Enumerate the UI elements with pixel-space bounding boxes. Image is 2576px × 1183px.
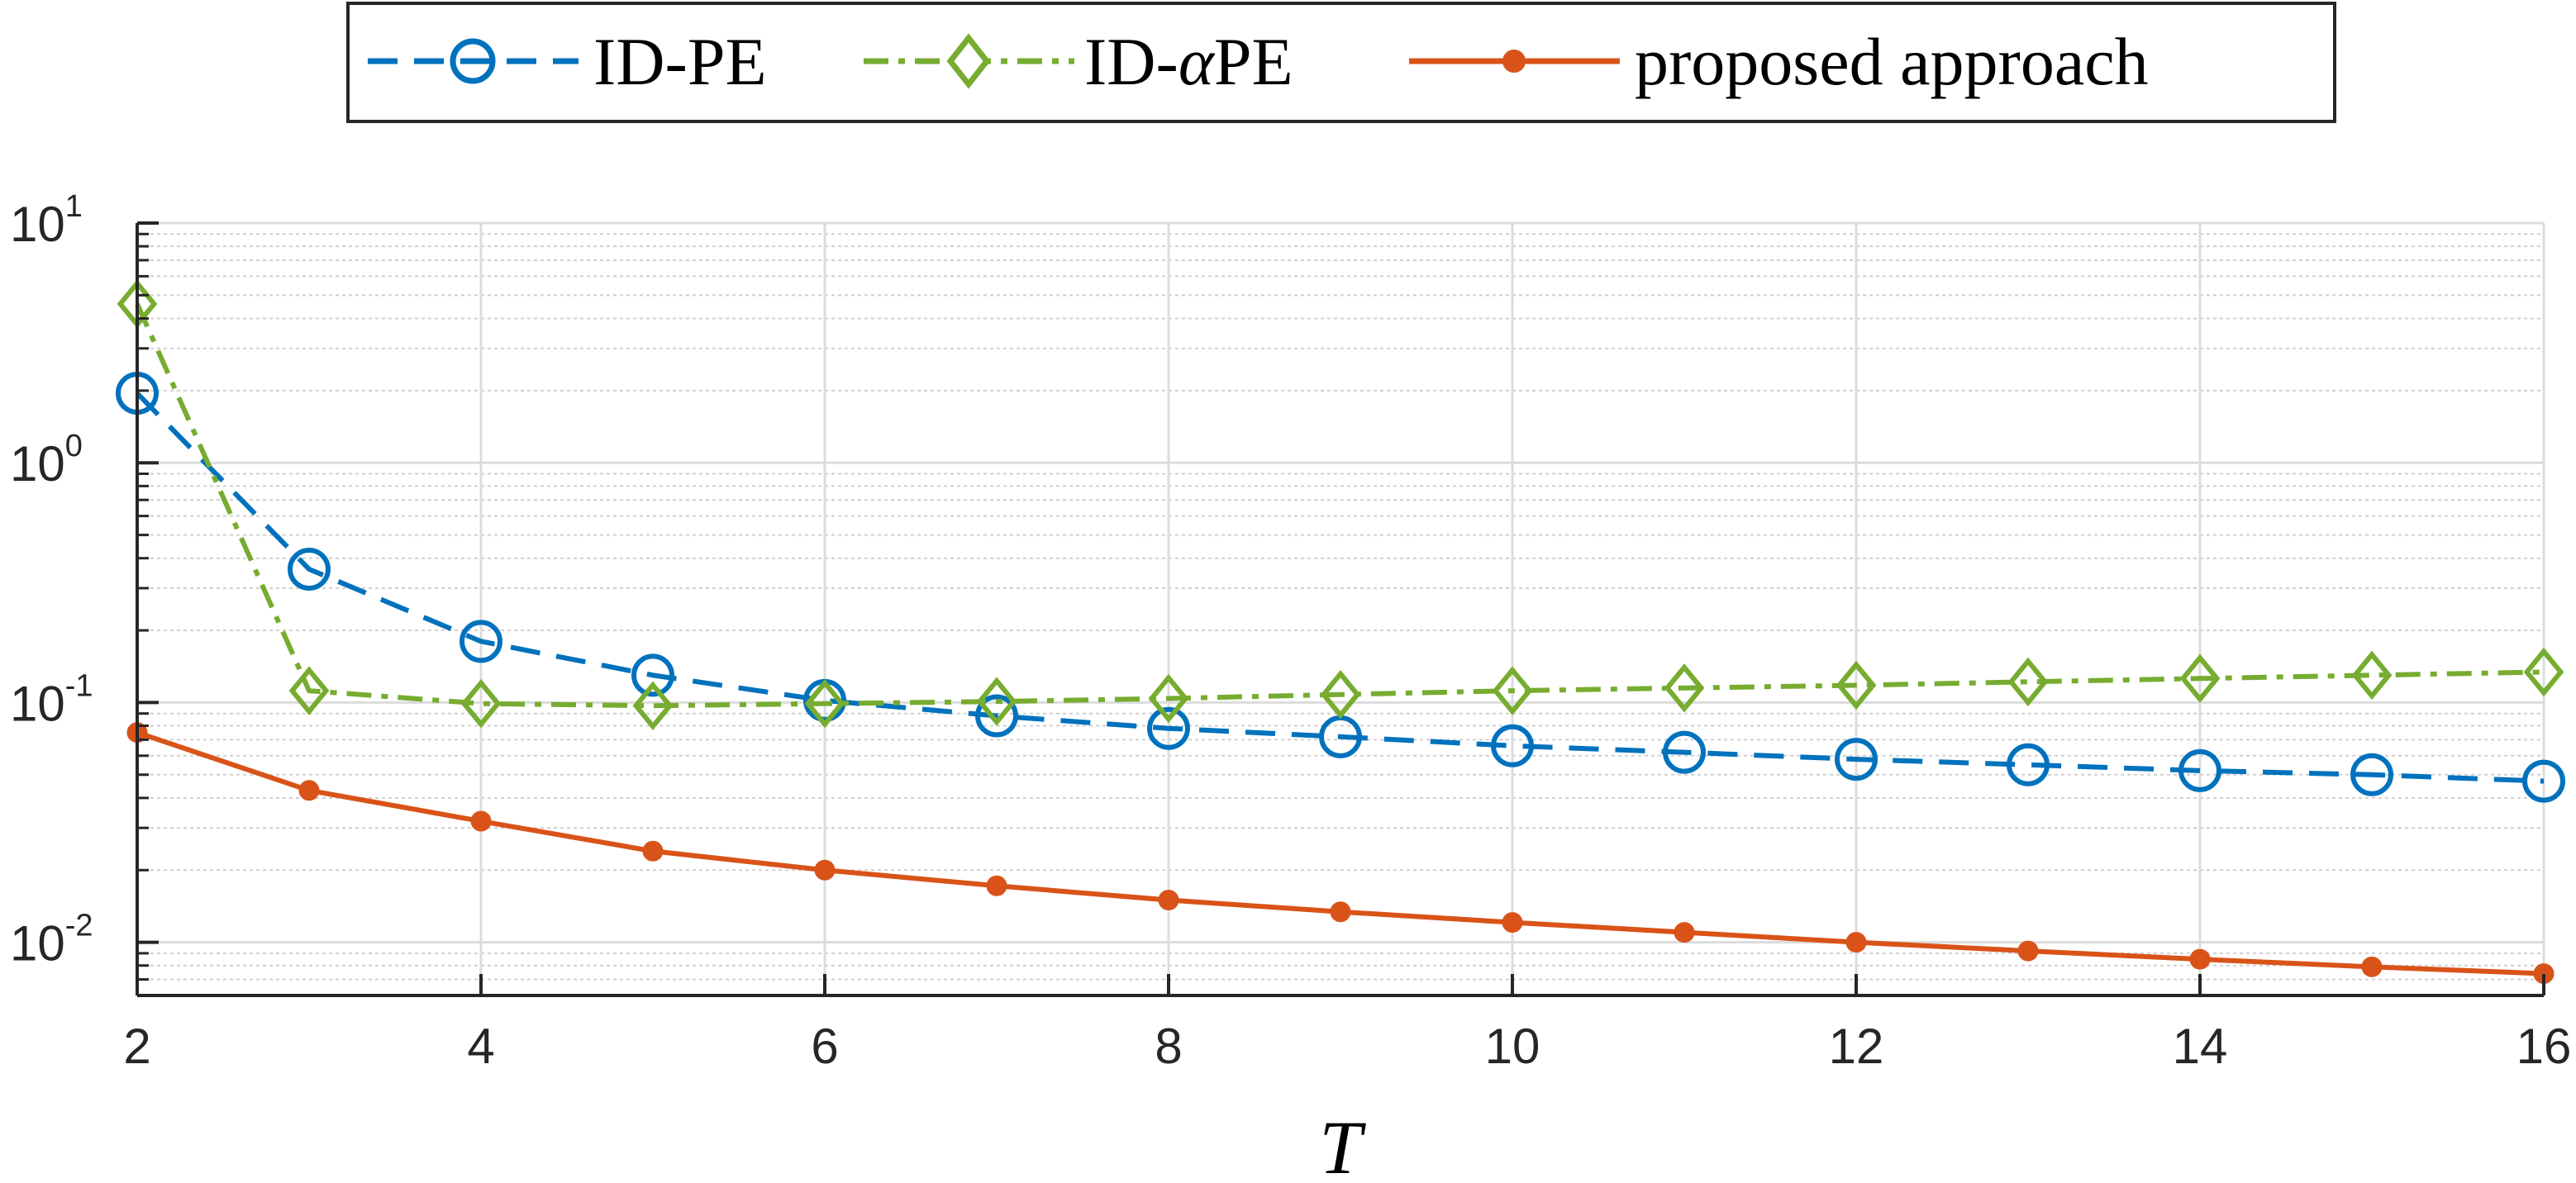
data-point-id-pe <box>1835 738 1878 782</box>
y-tick-label-exponent: 0 <box>65 429 83 463</box>
data-point-proposed-approach <box>2017 940 2039 962</box>
y-tick-label: 10-1 <box>10 668 93 731</box>
data-point-proposed-approach <box>470 810 492 832</box>
x-tick-label: 8 <box>1155 1019 1182 1074</box>
data-point-id-pe <box>2007 743 2050 786</box>
x-tick-label: 16 <box>2516 1019 2572 1074</box>
legend-entry-id-pe: ID-PE <box>368 24 767 99</box>
data-point-id-pe <box>1492 666 1533 715</box>
data-point-id-pe <box>1663 730 1706 774</box>
data-point-id-pe <box>288 666 330 715</box>
y-tick-label: 100 <box>10 429 83 492</box>
y-tick-label-base: 10 <box>10 916 65 972</box>
y-tick-label-exponent: -2 <box>65 909 93 943</box>
data-point-proposed-approach <box>1158 890 1179 911</box>
grid <box>136 221 2545 996</box>
legend-entry-id-alpha-pe: ID-αPE <box>864 24 1293 99</box>
y-tick-label-base: 10 <box>10 436 65 492</box>
data-point-proposed-approach <box>2361 956 2383 977</box>
data-point-id-pe <box>459 620 502 663</box>
data-point-id-pe <box>975 694 1018 738</box>
data-point-id-pe <box>2178 748 2221 792</box>
data-point-id-pe <box>631 653 674 697</box>
data-point-id-pe <box>2007 657 2049 707</box>
y-tick-label: 101 <box>10 189 83 252</box>
data-point-id-pe <box>2350 753 2393 796</box>
x-tick-label: 4 <box>467 1019 494 1074</box>
data-point-id-pe <box>460 678 502 729</box>
x-tick-label: 2 <box>123 1019 150 1074</box>
axes <box>136 223 2544 997</box>
data-point-id-pe <box>976 677 1017 726</box>
data-point-id-pe <box>1664 663 1705 713</box>
legend-marker-id-alpha-pe <box>946 33 991 89</box>
y-tick-label-base: 10 <box>10 676 65 731</box>
data-point-id-pe <box>1836 660 1877 710</box>
data-point-proposed-approach <box>642 840 664 862</box>
x-tick-label: 6 <box>811 1019 838 1074</box>
x-axis-title: T <box>1319 1105 1366 1183</box>
legend-entry-proposed-approach: proposed approach <box>1409 24 2149 99</box>
x-ticks: 2 4 6 8 10 12 14 16 <box>123 974 2571 1074</box>
data-point-id-pe <box>804 678 845 729</box>
legend-marker-proposed-approach <box>1502 50 1526 73</box>
y-tick-label-base: 10 <box>10 197 65 252</box>
data-point-id-pe <box>632 681 674 730</box>
data-point-id-pe <box>2351 650 2393 701</box>
data-point-id-pe <box>1491 724 1534 767</box>
data-point-id-pe <box>1147 706 1190 750</box>
legend-label-proposed-approach: proposed approach <box>1635 24 2149 99</box>
legend-label-id-pe: ID-PE <box>593 24 767 99</box>
data-point-proposed-approach <box>814 859 836 881</box>
data-point-id-pe <box>288 547 331 591</box>
series-id-pe <box>117 279 2564 730</box>
x-tick-label: 12 <box>1829 1019 1884 1074</box>
data-point-id-pe <box>2179 653 2221 704</box>
data-point-proposed-approach <box>1845 932 1867 953</box>
data-point-proposed-approach <box>1330 901 1351 923</box>
x-tick-label: 10 <box>1485 1019 1540 1074</box>
legend-marker-id-pe <box>450 38 496 84</box>
y-tick-label-exponent: 1 <box>65 189 83 224</box>
data-point-proposed-approach <box>298 780 320 801</box>
plot-background <box>137 223 2544 995</box>
series-line-id-pe <box>135 302 2545 709</box>
y-tick-label: 10-2 <box>10 909 93 972</box>
series-line-id-pe <box>135 391 2545 784</box>
x-tick-label: 14 <box>2173 1019 2228 1074</box>
legend: ID-PE ID-αPE proposed approach <box>346 2 2336 123</box>
data-point-id-pe <box>2523 647 2564 697</box>
legend-box <box>346 2 2336 123</box>
data-point-proposed-approach <box>1674 922 1695 943</box>
data-point-proposed-approach <box>2189 948 2211 970</box>
y-tick-label-exponent: -1 <box>65 668 93 703</box>
data-point-proposed-approach <box>1502 912 1523 934</box>
data-point-id-pe <box>2522 759 2565 803</box>
legend-label-id-alpha-pe: ID-αPE <box>1084 24 1293 99</box>
data-point-id-pe <box>1148 673 1189 724</box>
data-point-proposed-approach <box>986 875 1007 896</box>
data-point-id-pe <box>1320 669 1361 720</box>
series-layer <box>116 279 2565 985</box>
